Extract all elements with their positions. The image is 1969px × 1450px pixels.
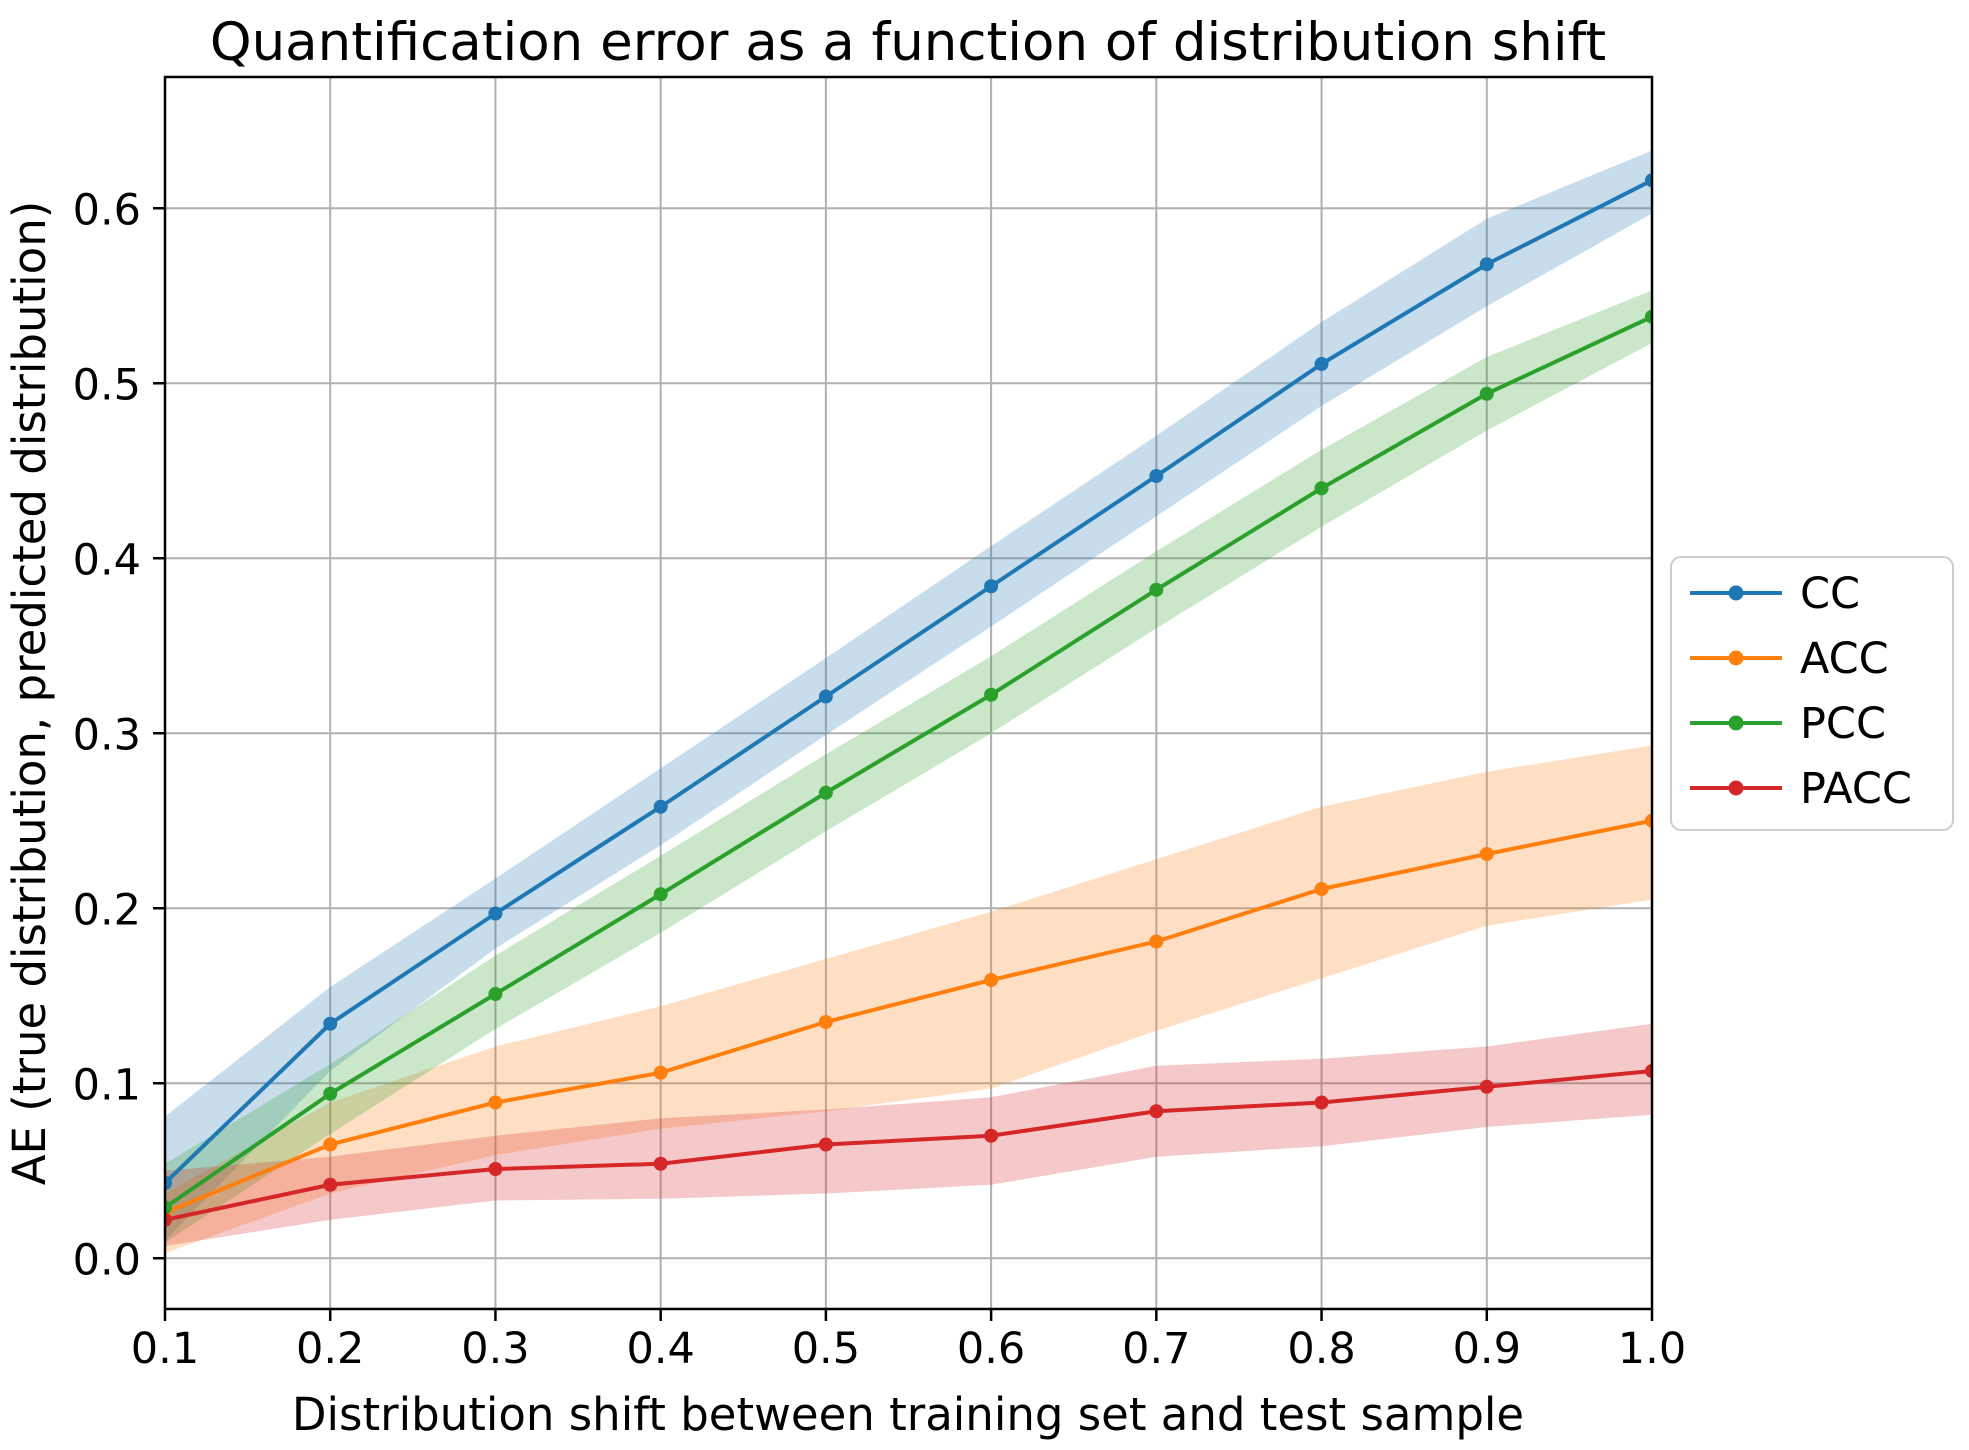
data-point-cc bbox=[165, 1176, 172, 1190]
x-tick-label: 0.7 bbox=[1122, 1324, 1190, 1374]
y-tick-label: 0.1 bbox=[73, 1060, 141, 1110]
data-point-acc bbox=[653, 1065, 668, 1080]
legend-label-acc: ACC bbox=[1800, 634, 1889, 684]
data-point-pacc bbox=[323, 1177, 338, 1192]
data-point-acc bbox=[1314, 882, 1329, 896]
data-point-pacc bbox=[1645, 1064, 1652, 1078]
data-point-pcc bbox=[1645, 309, 1652, 324]
data-point-acc bbox=[488, 1095, 503, 1110]
data-point-pcc bbox=[818, 785, 833, 800]
series-line-pcc bbox=[165, 314, 1652, 1210]
data-point-pacc bbox=[488, 1162, 503, 1176]
y-tick-label: 0.0 bbox=[73, 1235, 141, 1285]
data-point-acc bbox=[818, 1015, 833, 1029]
x-tick-label: 0.4 bbox=[626, 1324, 694, 1374]
legend-marker-icon bbox=[1728, 715, 1744, 731]
data-point-cc bbox=[984, 579, 999, 594]
data-point-cc bbox=[488, 906, 503, 921]
series-line-cc bbox=[165, 178, 1652, 1185]
y-tick-label: 0.4 bbox=[73, 535, 141, 585]
data-point-cc bbox=[818, 689, 833, 704]
data-point-acc bbox=[1149, 934, 1164, 949]
data-point-pacc bbox=[984, 1128, 999, 1143]
legend-label-cc: CC bbox=[1800, 569, 1860, 619]
series-line-acc bbox=[165, 818, 1652, 1215]
chart-title: Quantification error as a function of di… bbox=[210, 12, 1606, 73]
data-point-cc bbox=[1314, 357, 1329, 371]
data-point-acc bbox=[323, 1137, 338, 1152]
legend-item-acc: ACC bbox=[1690, 634, 1889, 684]
data-point-pcc bbox=[653, 887, 668, 902]
x-tick-label: 0.9 bbox=[1453, 1324, 1521, 1374]
data-point-acc bbox=[1479, 847, 1494, 861]
data-point-acc bbox=[984, 973, 999, 987]
data-point-cc bbox=[1645, 173, 1652, 188]
data-point-pcc bbox=[488, 987, 503, 1001]
legend-marker-icon bbox=[1728, 585, 1744, 601]
y-tick-label: 0.2 bbox=[73, 885, 141, 935]
legend: CC ACC PCC PACC bbox=[1670, 556, 1954, 831]
series-markers bbox=[165, 173, 1652, 1227]
y-tick-label: 0.5 bbox=[73, 360, 141, 410]
legend-item-pcc: PCC bbox=[1690, 699, 1886, 749]
data-point-pacc bbox=[653, 1156, 668, 1171]
x-tick-label: 0.2 bbox=[296, 1324, 364, 1374]
data-point-pcc bbox=[1149, 582, 1164, 597]
confidence-band-pcc bbox=[165, 290, 1652, 1243]
x-tick-label: 0.5 bbox=[792, 1324, 860, 1374]
legend-label-pcc: PCC bbox=[1800, 699, 1886, 749]
legend-marker-icon bbox=[1728, 780, 1744, 796]
data-point-cc bbox=[323, 1016, 338, 1031]
legend-label-pacc: PACC bbox=[1800, 764, 1912, 814]
legend-box bbox=[1670, 556, 1954, 831]
plot-border bbox=[163, 75, 1654, 1311]
series-lines bbox=[165, 178, 1652, 1222]
y-tick-label: 0.3 bbox=[73, 710, 141, 760]
data-point-cc bbox=[653, 799, 668, 814]
confidence-band-pacc bbox=[165, 1023, 1652, 1246]
data-point-pcc bbox=[1479, 386, 1494, 401]
x-tick-label: 1.0 bbox=[1618, 1324, 1686, 1374]
data-point-pcc bbox=[165, 1200, 172, 1215]
data-point-pcc bbox=[984, 687, 999, 702]
data-point-cc bbox=[1479, 257, 1494, 272]
x-tick-label: 0.1 bbox=[131, 1324, 199, 1374]
data-point-pacc bbox=[1479, 1079, 1494, 1094]
x-tick-label: 0.8 bbox=[1287, 1324, 1355, 1374]
x-tick-label: 0.3 bbox=[461, 1324, 529, 1374]
data-point-pcc bbox=[323, 1086, 338, 1101]
confidence-bands bbox=[165, 150, 1652, 1253]
data-point-pacc bbox=[1149, 1104, 1164, 1119]
data-point-pcc bbox=[1314, 481, 1329, 496]
x-axis-label: Distribution shift between training set … bbox=[292, 1388, 1524, 1441]
legend-item-cc: CC bbox=[1690, 569, 1860, 619]
y-axis-label: AE (true distribution, predicted distrib… bbox=[3, 201, 56, 1186]
data-point-cc bbox=[1149, 469, 1164, 483]
series-line-pacc bbox=[165, 1069, 1652, 1222]
axis-ticks: 0.1 0.2 0.3 0.4 0.5 0.6 0.7 0.8 0.9 1.0 0.0 0.1 0.2 0… bbox=[73, 185, 1687, 1374]
x-tick-label: 0.6 bbox=[957, 1324, 1025, 1374]
y-tick-label: 0.6 bbox=[73, 185, 141, 235]
confidence-band-cc bbox=[165, 150, 1652, 1241]
data-point-acc bbox=[1645, 813, 1652, 828]
legend-marker-icon bbox=[1728, 650, 1744, 666]
data-point-pacc bbox=[165, 1212, 172, 1227]
legend-item-pacc: PACC bbox=[1690, 764, 1912, 814]
data-point-pacc bbox=[1314, 1095, 1329, 1110]
data-point-pacc bbox=[818, 1137, 833, 1152]
